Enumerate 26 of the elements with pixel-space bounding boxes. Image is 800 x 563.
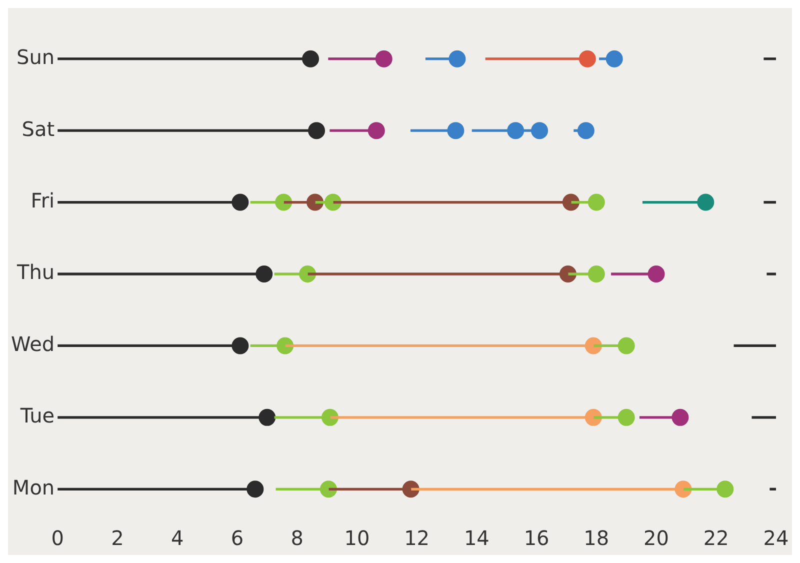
x-tick-label: 22 (703, 526, 729, 550)
y-tick-label: Mon (12, 475, 55, 500)
y-tick-label: Fri (30, 188, 55, 212)
x-tick-label: 0 (51, 526, 64, 550)
x-tick-label: 8 (290, 526, 304, 550)
bar (770, 488, 776, 490)
x-tick-label: 4 (170, 526, 184, 550)
x-tick-label: 6 (230, 526, 244, 550)
x-tick-label: 2 (111, 526, 124, 550)
x-tick-label: 10 (344, 526, 370, 550)
bar (752, 416, 776, 419)
x-tick-label: 24 (763, 526, 789, 550)
x-tick-label: 14 (464, 526, 490, 550)
x-tick-label: 18 (584, 526, 610, 550)
y-tick-label: Tue (19, 404, 55, 428)
y-tick-label: Sun (16, 45, 55, 70)
x-tick-label: 16 (524, 526, 550, 550)
y-tick-label: Thu (16, 260, 55, 284)
y-tick-label: Sat (22, 116, 55, 141)
y-tick-label: Wed (10, 332, 55, 356)
bar (734, 344, 776, 348)
x-tick-label: 20 (644, 526, 669, 550)
bar (764, 200, 776, 204)
x-tick-label: 12 (404, 526, 430, 550)
bar (766, 272, 776, 276)
bar (764, 58, 776, 60)
